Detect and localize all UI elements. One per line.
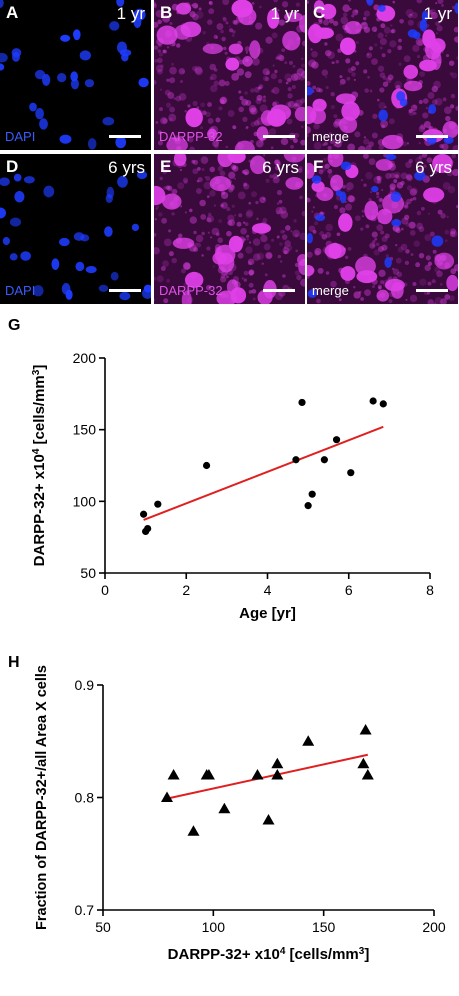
- data-point: [332, 436, 341, 444]
- y-tick-label: 200: [73, 350, 97, 366]
- data-point: [357, 757, 370, 769]
- data-point: [379, 400, 387, 408]
- regression-line: [166, 753, 369, 800]
- axes: [104, 358, 430, 574]
- panel-stain-label: DARPP-32: [159, 129, 223, 144]
- panel-letter-h: H: [8, 654, 20, 671]
- y-tick-label: 50: [80, 565, 96, 581]
- panel-age-label: 6 yrs: [108, 158, 145, 177]
- data-point: [271, 769, 284, 780]
- data-point: [251, 769, 264, 780]
- panel-letter: A: [6, 3, 19, 22]
- data-point: [271, 757, 284, 769]
- data-point: [187, 825, 200, 836]
- y-tick-label: 0.9: [75, 677, 95, 693]
- panel-age-label: 6 yrs: [262, 158, 299, 177]
- data-point: [320, 456, 328, 464]
- panel-letter-g: G: [8, 317, 21, 334]
- micrograph-image: [154, 154, 305, 304]
- micrograph-image: [307, 0, 458, 150]
- micrograph-panel-a: A 1 yr DAPI: [0, 0, 151, 150]
- chart-h: H 50 100 150 200 0.7 0.8 0.9 DARPP-32+ x104 [ce…: [0, 632, 459, 991]
- chart-h-svg: 50 100 150 200 0.7 0.8 0.9 DARPP-32+ x104 [cell…: [34, 665, 446, 964]
- y-axis-label: DARPP-32+ x104 [cells/mm3]: [31, 365, 49, 567]
- data-point: [262, 814, 275, 825]
- panel-letter: F: [313, 157, 324, 176]
- scale-bar: [416, 289, 448, 292]
- x-tick-label: 150: [312, 919, 336, 935]
- micrograph-image: [154, 0, 305, 150]
- micrograph-image: [0, 0, 149, 150]
- data-point: [154, 500, 162, 508]
- x-tick-label: 0: [101, 582, 109, 598]
- micrograph-panel-f: F 6 yrs merge: [307, 154, 458, 304]
- y-tick-label: 150: [73, 422, 97, 438]
- scale-bar: [263, 289, 295, 292]
- panel-letter: C: [313, 3, 326, 22]
- panel-stain-label: merge: [312, 129, 349, 144]
- x-axis-label: Age [yr]: [239, 605, 296, 622]
- scale-bar: [416, 135, 448, 138]
- data-point: [202, 461, 211, 470]
- data-point: [298, 398, 306, 407]
- micrograph-grid: A 1 yr DAPI B 1 yr DARPP-32 C 1 yr merge D 6 yrs DA…: [0, 0, 459, 305]
- scale-bar: [109, 289, 141, 292]
- x-tick-label: 8: [426, 582, 434, 598]
- x-tick-label: 100: [202, 919, 226, 935]
- panel-letter: D: [6, 157, 19, 176]
- data-point: [160, 791, 173, 802]
- regression-line: [143, 425, 384, 521]
- panel-stain-label: DAPI: [5, 129, 36, 144]
- data-point: [167, 769, 180, 780]
- panel-age-label: 1 yr: [423, 4, 452, 23]
- chart-g-svg: 0 2 4 6 8 50 100 150 200 Age [yr] DARPP-32+ x104 […: [31, 350, 435, 622]
- x-tick-label: 6: [345, 582, 353, 598]
- y-tick-label: 0.7: [75, 902, 95, 918]
- data-point: [139, 510, 148, 518]
- panel-stain-label: DARPP-32: [159, 283, 223, 298]
- scale-bar: [109, 135, 141, 138]
- data-point: [292, 456, 300, 464]
- micrograph-panel-b: B 1 yr DARPP-32: [154, 0, 305, 150]
- panel-age-label: 6 yrs: [415, 158, 452, 177]
- micrograph-image: [0, 170, 151, 301]
- x-axis-label: DARPP-32+ x104 [cells/mm3]: [168, 946, 370, 964]
- panel-letter: B: [160, 3, 173, 22]
- micrograph-image: [307, 154, 458, 304]
- micrograph-panel-d: D 6 yrs DAPI: [0, 154, 151, 304]
- panel-letter: E: [160, 157, 172, 176]
- panel-age-label: 1 yr: [270, 4, 299, 23]
- micrograph-panel-c: C 1 yr merge: [307, 0, 458, 150]
- y-axis-label: Fraction of DARPP-32+/all Area X cells: [34, 665, 50, 930]
- data-point: [144, 524, 152, 533]
- data-point: [369, 397, 377, 405]
- x-tick-label: 4: [264, 582, 272, 598]
- data-point: [218, 802, 231, 814]
- scale-bar: [263, 135, 295, 138]
- panel-stain-label: DAPI: [5, 283, 36, 298]
- chart-g: G 0 2 4 6 8 50 100 150 200 Age [yr] DARPP-32+ x104…: [0, 305, 459, 632]
- x-tick-label: 200: [422, 919, 446, 935]
- data-point: [304, 502, 312, 510]
- micrograph-panel-e: E 6 yrs DARPP-32: [154, 154, 305, 304]
- x-tick-label: 50: [95, 919, 111, 935]
- data-point: [202, 769, 215, 780]
- panel-age-label: 1 yr: [116, 4, 145, 23]
- axes: [102, 685, 434, 911]
- data-point: [302, 735, 315, 746]
- data-point: [347, 469, 355, 477]
- y-tick-label: 100: [73, 493, 97, 509]
- x-tick-label: 2: [182, 582, 190, 598]
- y-tick-label: 0.8: [75, 790, 95, 806]
- panel-stain-label: merge: [312, 283, 349, 298]
- data-point: [308, 490, 316, 498]
- data-point: [361, 769, 374, 780]
- data-point: [359, 724, 372, 735]
